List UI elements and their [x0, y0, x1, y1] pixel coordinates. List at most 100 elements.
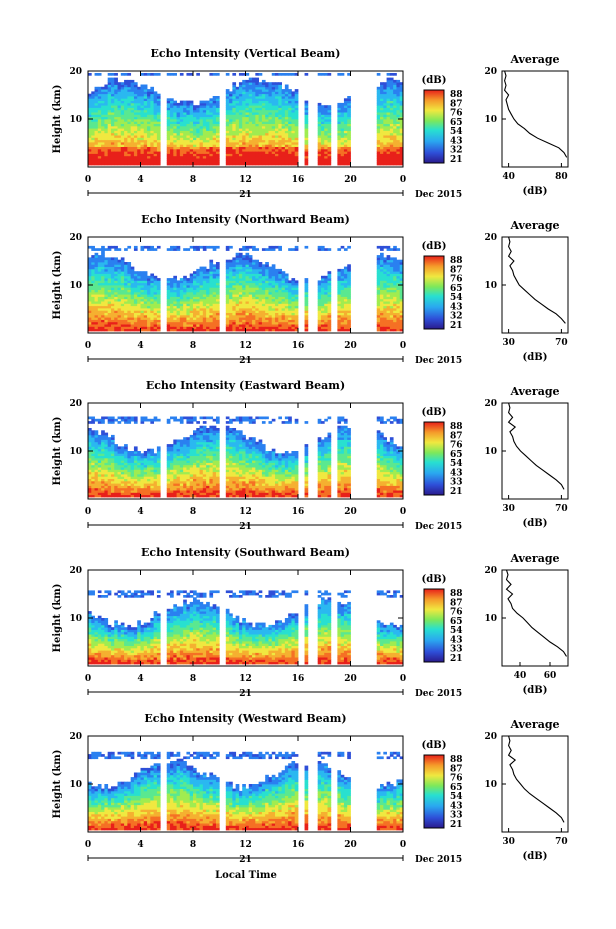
heatmap-cell	[304, 303, 309, 307]
heatmap-cell	[209, 139, 214, 143]
heatmap-cell	[389, 282, 394, 286]
heatmap-cell	[376, 146, 381, 150]
heatmap-cell	[173, 282, 177, 286]
heatmap-cell	[212, 73, 217, 76]
colorbar	[423, 89, 445, 164]
heatmap-cell	[235, 151, 240, 154]
heatmap-cell	[104, 98, 109, 101]
heatmap-cell	[173, 151, 177, 154]
heatmap-cell	[176, 291, 181, 295]
heatmap-cell	[215, 102, 220, 106]
heatmap-cell	[248, 121, 253, 124]
heatmap-cell	[229, 142, 233, 145]
heatmap-cell	[271, 96, 276, 99]
heatmap-cell	[271, 282, 276, 286]
heatmap-cell	[107, 116, 112, 120]
heatmap-cell	[347, 296, 351, 300]
heatmap-cell	[248, 158, 253, 161]
heatmap-cell	[156, 116, 161, 120]
heatmap-cell	[186, 119, 191, 122]
heatmap-cell	[340, 303, 345, 307]
heatmap-cell	[317, 116, 322, 120]
heatmap-cell	[248, 273, 253, 277]
heatmap-cell	[176, 294, 181, 297]
heatmap-cell	[97, 278, 102, 281]
heatmap-cell	[186, 144, 191, 147]
heatmap-cell	[258, 146, 263, 150]
heatmap-cell	[199, 116, 204, 120]
heatmap-cell	[261, 303, 266, 307]
heatmap-cell	[137, 289, 141, 293]
heatmap-cell	[317, 319, 322, 323]
heatmap-cell	[110, 139, 115, 143]
heatmap-cell	[340, 142, 345, 145]
heatmap-cell	[265, 146, 269, 150]
heatmap-cell	[383, 125, 387, 129]
heatmap-cell	[225, 130, 230, 134]
heatmap-cell	[389, 82, 394, 85]
heatmap-cell	[284, 158, 289, 161]
heatmap-cell	[183, 148, 187, 152]
heatmap-cell	[255, 264, 260, 267]
heatmap-cell	[147, 105, 151, 108]
heatmap-cell	[150, 280, 155, 284]
heatmap-cell	[199, 125, 204, 129]
heatmap-cell	[229, 285, 233, 288]
heatmap-cell	[183, 100, 187, 104]
heatmap-cell	[347, 146, 351, 150]
heatmap-cell	[120, 96, 125, 99]
heatmap-cell	[304, 73, 309, 76]
heatmap-cell	[133, 321, 138, 325]
heatmap-cell	[288, 162, 292, 166]
heatmap-cell	[120, 289, 125, 293]
heatmap-cell	[124, 155, 128, 159]
heatmap-cell	[94, 112, 99, 115]
heatmap-cell	[206, 151, 210, 154]
heatmap-cell	[258, 132, 263, 136]
heatmap-cell	[150, 148, 155, 152]
heatmap-cell	[189, 296, 194, 300]
heatmap-cell	[232, 139, 237, 143]
heatmap-cell	[176, 148, 181, 152]
heatmap-cell	[193, 324, 197, 327]
heatmap-cell	[202, 151, 207, 154]
heatmap-cell	[94, 317, 99, 320]
heatmap-cell	[229, 155, 233, 159]
heatmap-cell	[150, 130, 155, 134]
heatmap-cell	[288, 128, 292, 131]
heatmap-cell	[255, 109, 260, 113]
heatmap-cell	[337, 271, 342, 274]
heatmap-cell	[130, 285, 135, 288]
heatmap-cell	[288, 303, 292, 307]
heatmap-cell	[327, 107, 332, 111]
heatmap-cell	[91, 308, 95, 311]
heatmap-cell	[268, 271, 273, 274]
heatmap-cell	[153, 326, 158, 330]
heatmap-cell	[137, 312, 141, 316]
heatmap-cell	[107, 128, 112, 131]
heatmap-cell	[268, 158, 273, 161]
heatmap-cell	[245, 321, 250, 325]
heatmap-cell	[380, 114, 384, 118]
heatmap-cell	[209, 125, 214, 129]
heatmap-cell	[242, 287, 246, 290]
heatmap-cell	[212, 294, 217, 297]
heatmap-cell	[393, 119, 397, 122]
heatmap-cell	[97, 148, 102, 152]
heatmap-cell	[288, 148, 292, 152]
heatmap-cell	[258, 125, 263, 129]
heatmap-cell	[304, 287, 309, 290]
heatmap-cell	[386, 135, 391, 138]
heatmap-cell	[288, 121, 292, 124]
heatmap-cell	[327, 296, 332, 300]
heatmap-cell	[94, 119, 99, 122]
heatmap-cell	[130, 105, 135, 108]
heatmap-cell	[304, 294, 309, 297]
colorbar-tick-label: 54	[450, 127, 463, 137]
heatmap-cell	[209, 294, 214, 297]
heatmap-cell	[117, 282, 122, 286]
heatmap-cell	[396, 162, 401, 166]
heatmap-cell	[170, 153, 174, 157]
heatmap-cell	[271, 289, 276, 293]
heatmap-cell	[186, 303, 191, 307]
